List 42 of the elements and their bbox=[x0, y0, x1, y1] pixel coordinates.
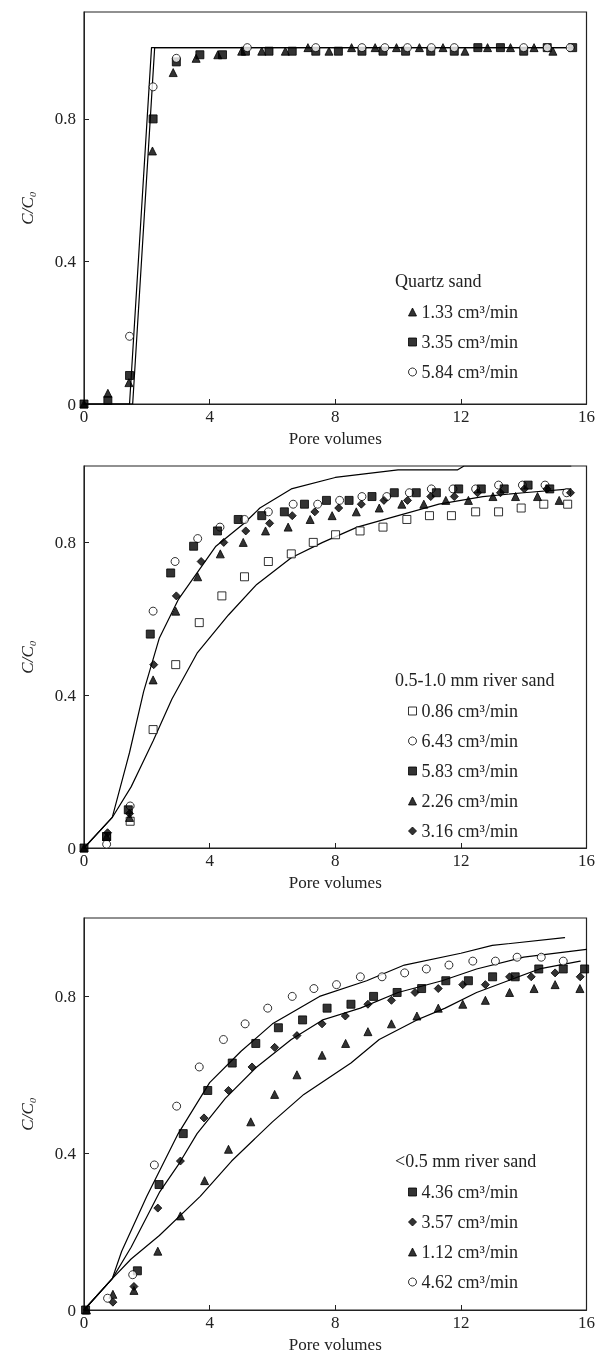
legend-label: 3.35 cm³/min bbox=[421, 332, 518, 352]
legend-title: <0.5 mm river sand bbox=[395, 1151, 537, 1171]
legend-label: 6.43 cm³/min bbox=[421, 731, 518, 751]
legend-title: Quartz sand bbox=[395, 271, 482, 291]
legend-label: 1.12 cm³/min bbox=[421, 1242, 518, 1262]
x-tick-label: 4 bbox=[205, 851, 215, 870]
legend-label: 4.62 cm³/min bbox=[421, 1272, 518, 1292]
legend-label: 3.16 cm³/min bbox=[421, 821, 518, 841]
y-tick-label: 0.8 bbox=[54, 532, 76, 552]
x-tick-label: 16 bbox=[578, 1313, 595, 1332]
legend-label: 4.36 cm³/min bbox=[421, 1182, 518, 1202]
x-tick-label: 16 bbox=[578, 407, 595, 426]
x-tick-label: 0 bbox=[79, 407, 89, 426]
y-tick-label: 0.4 bbox=[54, 1143, 77, 1163]
x-axis-title: Pore volumes bbox=[288, 873, 382, 892]
x-axis-title: Pore volumes bbox=[288, 1335, 382, 1354]
y-axis-title: C/C₀ bbox=[18, 191, 37, 225]
x-tick-label: 16 bbox=[578, 851, 595, 870]
y-axis-title: C/C₀ bbox=[18, 1097, 37, 1131]
x-tick-label: 8 bbox=[331, 851, 340, 870]
x-tick-label: 12 bbox=[452, 407, 470, 426]
x-axis-title: Pore volumes bbox=[288, 429, 382, 448]
y-axis-title: C/C₀ bbox=[18, 640, 37, 674]
y-tick-label: 0.8 bbox=[54, 109, 76, 129]
legend-label: 3.57 cm³/min bbox=[421, 1212, 518, 1232]
x-tick-label: 0 bbox=[79, 1313, 89, 1332]
x-tick-label: 12 bbox=[452, 851, 470, 870]
legend-label: 5.83 cm³/min bbox=[421, 761, 518, 781]
y-tick-label: 0.8 bbox=[54, 986, 76, 1006]
x-tick-label: 0 bbox=[79, 851, 89, 870]
x-tick-label: 8 bbox=[331, 1313, 340, 1332]
legend-label: 2.26 cm³/min bbox=[421, 791, 518, 811]
y-tick-label: 0.4 bbox=[54, 685, 77, 705]
legend-title: 0.5-1.0 mm river sand bbox=[395, 670, 555, 690]
x-tick-label: 8 bbox=[331, 407, 340, 426]
x-tick-label: 4 bbox=[205, 407, 215, 426]
legend-label: 5.84 cm³/min bbox=[421, 362, 518, 382]
x-tick-label: 4 bbox=[205, 1313, 215, 1332]
y-tick-label: 0.4 bbox=[54, 251, 77, 271]
legend-label: 0.86 cm³/min bbox=[421, 701, 518, 721]
x-tick-label: 12 bbox=[452, 1313, 470, 1332]
legend-label: 1.33 cm³/min bbox=[421, 302, 518, 322]
